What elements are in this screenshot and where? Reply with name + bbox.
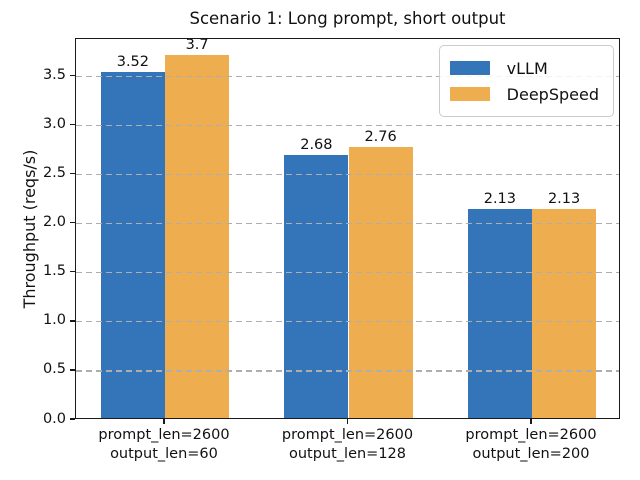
chart-title: Scenario 1: Long prompt, short output — [189, 9, 506, 28]
y-tick-mark — [70, 271, 75, 273]
y-tick-label: 3.5 — [42, 66, 66, 83]
bar-deepspeed — [532, 208, 597, 418]
bar-vllm — [467, 208, 532, 418]
y-tick-mark — [70, 74, 75, 76]
bar-deepspeed — [164, 54, 230, 418]
plot-area: 3.52 2.68 2.13 3.7 2.76 2.13 vLLM DeepSpeed — [75, 36, 620, 419]
bar-deepspeed — [348, 146, 413, 418]
legend-swatch-deepspeed — [449, 87, 490, 101]
legend-label: DeepSpeed — [506, 84, 599, 104]
x-tick-label-line2: output_len=60 — [110, 446, 218, 462]
y-tick-label: 1.5 — [42, 263, 66, 280]
y-tick-mark — [70, 172, 75, 175]
y-tick-label: 2.0 — [42, 214, 66, 231]
gridline — [76, 75, 619, 77]
bar-value-label: 3.52 — [116, 54, 150, 71]
x-tick-label-line1: prompt_len=2600 — [281, 427, 414, 443]
y-tick-mark — [70, 222, 75, 224]
x-tick-mark — [530, 419, 532, 424]
x-tick-mark — [346, 419, 349, 424]
legend-swatch-vllm — [449, 61, 490, 75]
bar-vllm — [284, 154, 349, 418]
gridline — [76, 272, 619, 274]
y-tick-label: 1.0 — [42, 312, 66, 329]
bar-value-label: 3.7 — [185, 36, 209, 53]
gridline — [76, 370, 619, 372]
bar-value-label: 2.68 — [300, 136, 333, 153]
bar-value-label: 2.76 — [364, 128, 397, 145]
bar-vllm — [100, 72, 165, 418]
y-tick-label: 2.5 — [42, 165, 66, 181]
bar-value-label: 2.13 — [483, 190, 517, 207]
legend-item: vLLM — [449, 55, 599, 81]
y-tick-mark — [70, 369, 75, 371]
gridline — [76, 222, 619, 225]
legend: vLLM DeepSpeed — [438, 45, 614, 117]
y-tick-mark — [70, 418, 75, 420]
x-tick-label-line1: prompt_len=2600 — [98, 427, 230, 443]
legend-item: DeepSpeed — [449, 81, 599, 107]
x-tick-label: prompt_len=2600 output_len=128 — [282, 426, 413, 464]
gridline — [76, 173, 619, 176]
x-tick-label-line2: output_len=200 — [472, 446, 590, 462]
gridline — [76, 321, 619, 323]
x-tick-label-line1: prompt_len=2600 — [465, 427, 597, 443]
y-tick-label: 0.0 — [42, 410, 66, 427]
y-tick-mark — [70, 123, 75, 126]
y-tick-mark — [70, 320, 75, 322]
gridline — [76, 124, 619, 127]
x-tick-mark — [163, 419, 165, 424]
legend-label: vLLM — [506, 58, 548, 78]
y-tick-label: 0.5 — [42, 361, 66, 378]
bar-value-label: 2.13 — [547, 190, 581, 207]
x-tick-label: prompt_len=2600 output_len=60 — [98, 426, 229, 464]
x-tick-label: prompt_len=2600 output_len=200 — [465, 426, 596, 464]
y-tick-label: 3.0 — [42, 115, 66, 132]
x-tick-label-line2: output_len=128 — [288, 446, 407, 462]
